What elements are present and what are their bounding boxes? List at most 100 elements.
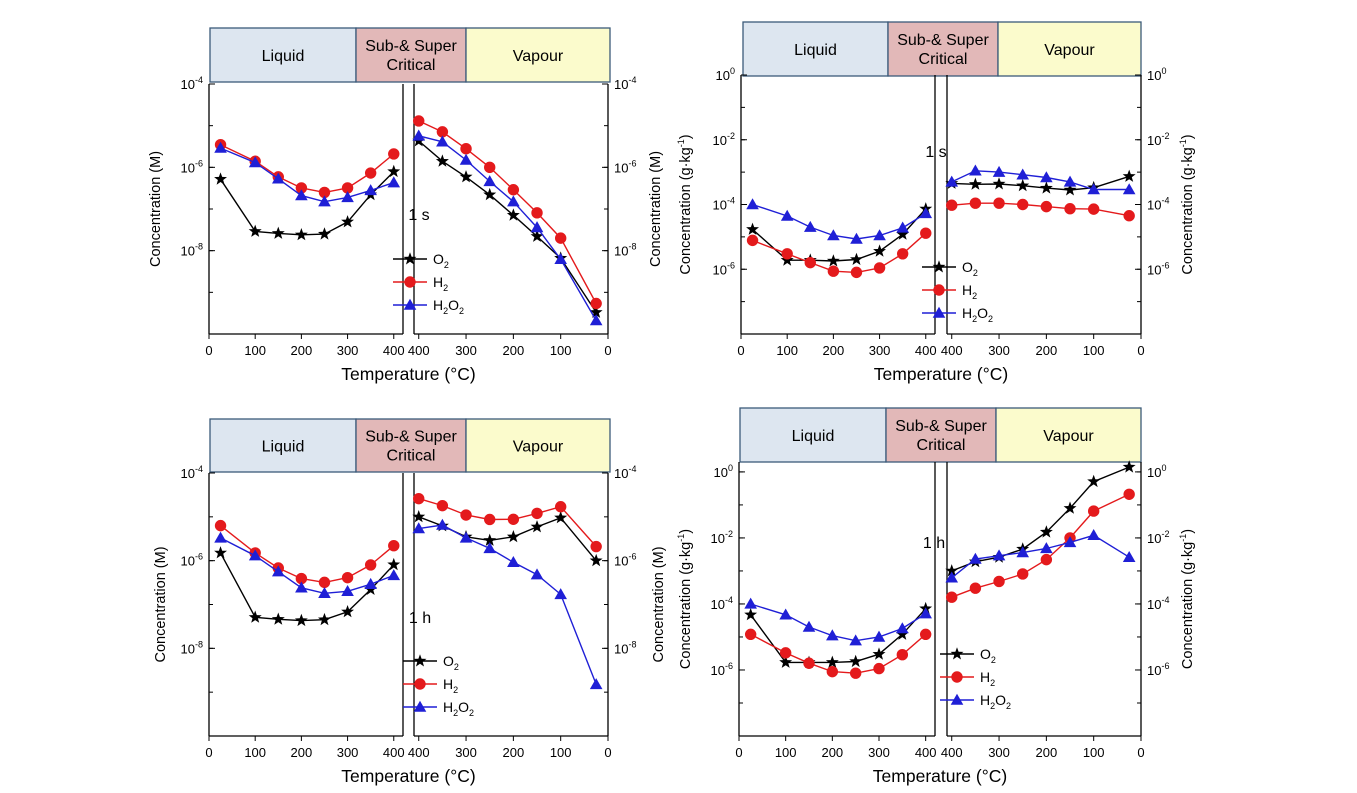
critical-label: Critical xyxy=(387,448,436,465)
legend-marker-O2 xyxy=(932,260,946,273)
x-tick-label: 0 xyxy=(604,745,611,760)
left-panel: 0 100 200 300 400 10-4 10-6 10-8 xyxy=(181,464,405,760)
x-tick-label: 400 xyxy=(383,343,405,358)
legend-marker-H2O2 xyxy=(403,298,417,310)
series-line-H2 xyxy=(418,120,597,304)
y-tick-label: 10-8 xyxy=(614,242,636,259)
data-point-H2O2 xyxy=(459,531,473,543)
data-point-H2O2 xyxy=(803,220,817,232)
data-point-O2 xyxy=(341,215,354,228)
y-axis-label-right: Concentration (M) xyxy=(648,151,664,267)
series-line-O2 xyxy=(752,208,927,262)
series-line-O2 xyxy=(219,552,395,622)
data-point-H2 xyxy=(484,513,496,526)
data-point-O2 xyxy=(873,244,886,257)
data-point-O2 xyxy=(780,253,794,266)
data-point-H2 xyxy=(590,297,602,310)
data-point-H2 xyxy=(826,665,839,678)
y-tick-label: 10-4 xyxy=(1147,595,1169,612)
data-point-H2O2 xyxy=(459,153,473,165)
data-point-H2O2 xyxy=(1087,529,1100,541)
x-tick-label: 300 xyxy=(337,343,359,358)
data-point-H2O2 xyxy=(1040,542,1053,554)
data-point-H2 xyxy=(993,197,1005,209)
data-point-H2O2 xyxy=(589,314,603,326)
data-point-H2 xyxy=(507,184,520,196)
data-point-H2 xyxy=(779,647,792,659)
data-point-H2O2 xyxy=(826,629,839,641)
data-point-H2O2 xyxy=(873,229,886,241)
x-tick-label: 200 xyxy=(503,343,525,358)
time-annotation: 1 s xyxy=(408,207,429,224)
data-point-H2 xyxy=(781,248,793,260)
data-point-H2 xyxy=(364,559,377,571)
data-point-H2 xyxy=(1017,198,1029,211)
x-tick-label: 0 xyxy=(1137,343,1144,358)
data-point-O2 xyxy=(1063,501,1077,514)
data-point-O2 xyxy=(1039,181,1053,194)
critical-region xyxy=(355,27,467,83)
data-point-O2 xyxy=(318,612,331,626)
vapour-region xyxy=(997,21,1142,77)
data-point-H2O2 xyxy=(1087,183,1100,195)
data-point-O2 xyxy=(412,510,426,523)
x-tick-label: 100 xyxy=(1083,343,1105,358)
y-axis-label-left: Concentration (M) xyxy=(153,546,169,662)
legend-marker-H2O2 xyxy=(932,306,946,318)
time-annotation: 1 h xyxy=(923,535,945,552)
x-tick-label: 300 xyxy=(869,343,891,358)
data-point-H2O2 xyxy=(364,577,377,589)
legend: O2 H2 H2O2 xyxy=(403,653,474,718)
legend-label-H2O2: H2O2 xyxy=(433,297,464,316)
data-point-O2 xyxy=(895,627,909,640)
legend-label-H2: H2 xyxy=(980,669,995,688)
data-point-H2O2 xyxy=(1016,546,1030,558)
legend: O2 H2 H2O2 xyxy=(393,251,464,316)
data-point-H2O2 xyxy=(554,253,567,265)
time-annotation: 1 s xyxy=(925,144,946,161)
series-line-O2 xyxy=(750,608,927,664)
right-panel: 400 300 200 100 0 100 10-2 10-4 10-6 xyxy=(941,66,1170,358)
data-point-H2 xyxy=(388,148,400,160)
x-tick-label: 300 xyxy=(337,745,359,760)
data-point-O2 xyxy=(294,228,308,241)
series-H2 xyxy=(946,488,1135,603)
y-tick-label: 100 xyxy=(714,463,733,480)
data-point-H2 xyxy=(413,115,425,127)
data-point-H2O2 xyxy=(271,172,285,184)
series-line-H2O2 xyxy=(951,534,1130,579)
data-point-H2O2 xyxy=(779,608,792,620)
x-tick-label: 200 xyxy=(291,745,313,760)
data-point-H2O2 xyxy=(483,542,497,554)
data-point-H2O2 xyxy=(969,552,982,564)
y-tick-label: 10-6 xyxy=(1147,661,1169,678)
x-tick-label: 400 xyxy=(941,745,963,760)
data-point-O2 xyxy=(589,553,603,567)
critical-region xyxy=(885,407,997,463)
data-point-O2 xyxy=(271,612,285,625)
data-point-H2 xyxy=(484,161,496,174)
series-H2 xyxy=(946,197,1135,222)
left-panel: 0 100 200 300 400 100 10-2 10-4 10-6 xyxy=(711,462,937,760)
data-point-H2 xyxy=(920,227,932,239)
data-point-O2 xyxy=(387,557,401,571)
data-point-O2 xyxy=(248,224,262,237)
series-H2O2 xyxy=(214,531,401,599)
x-tick-label: 200 xyxy=(291,343,313,358)
y-tick-label: 10-6 xyxy=(711,661,733,678)
series-H2O2 xyxy=(945,164,1136,195)
liquid-label: Liquid xyxy=(792,428,835,445)
critical-label: Sub-& Super xyxy=(895,418,987,435)
legend-marker-H2O2 xyxy=(413,700,427,712)
legend-marker-O2 xyxy=(950,647,964,660)
data-point-H2 xyxy=(873,662,885,675)
x-tick-label: 300 xyxy=(868,745,890,760)
data-point-O2 xyxy=(968,177,982,190)
y-tick-label: 100 xyxy=(716,66,735,83)
y-tick-label: 10-2 xyxy=(711,529,733,546)
data-point-H2 xyxy=(1123,210,1135,222)
data-point-H2O2 xyxy=(744,597,757,609)
data-point-O2 xyxy=(945,564,959,577)
data-point-O2 xyxy=(896,227,910,240)
